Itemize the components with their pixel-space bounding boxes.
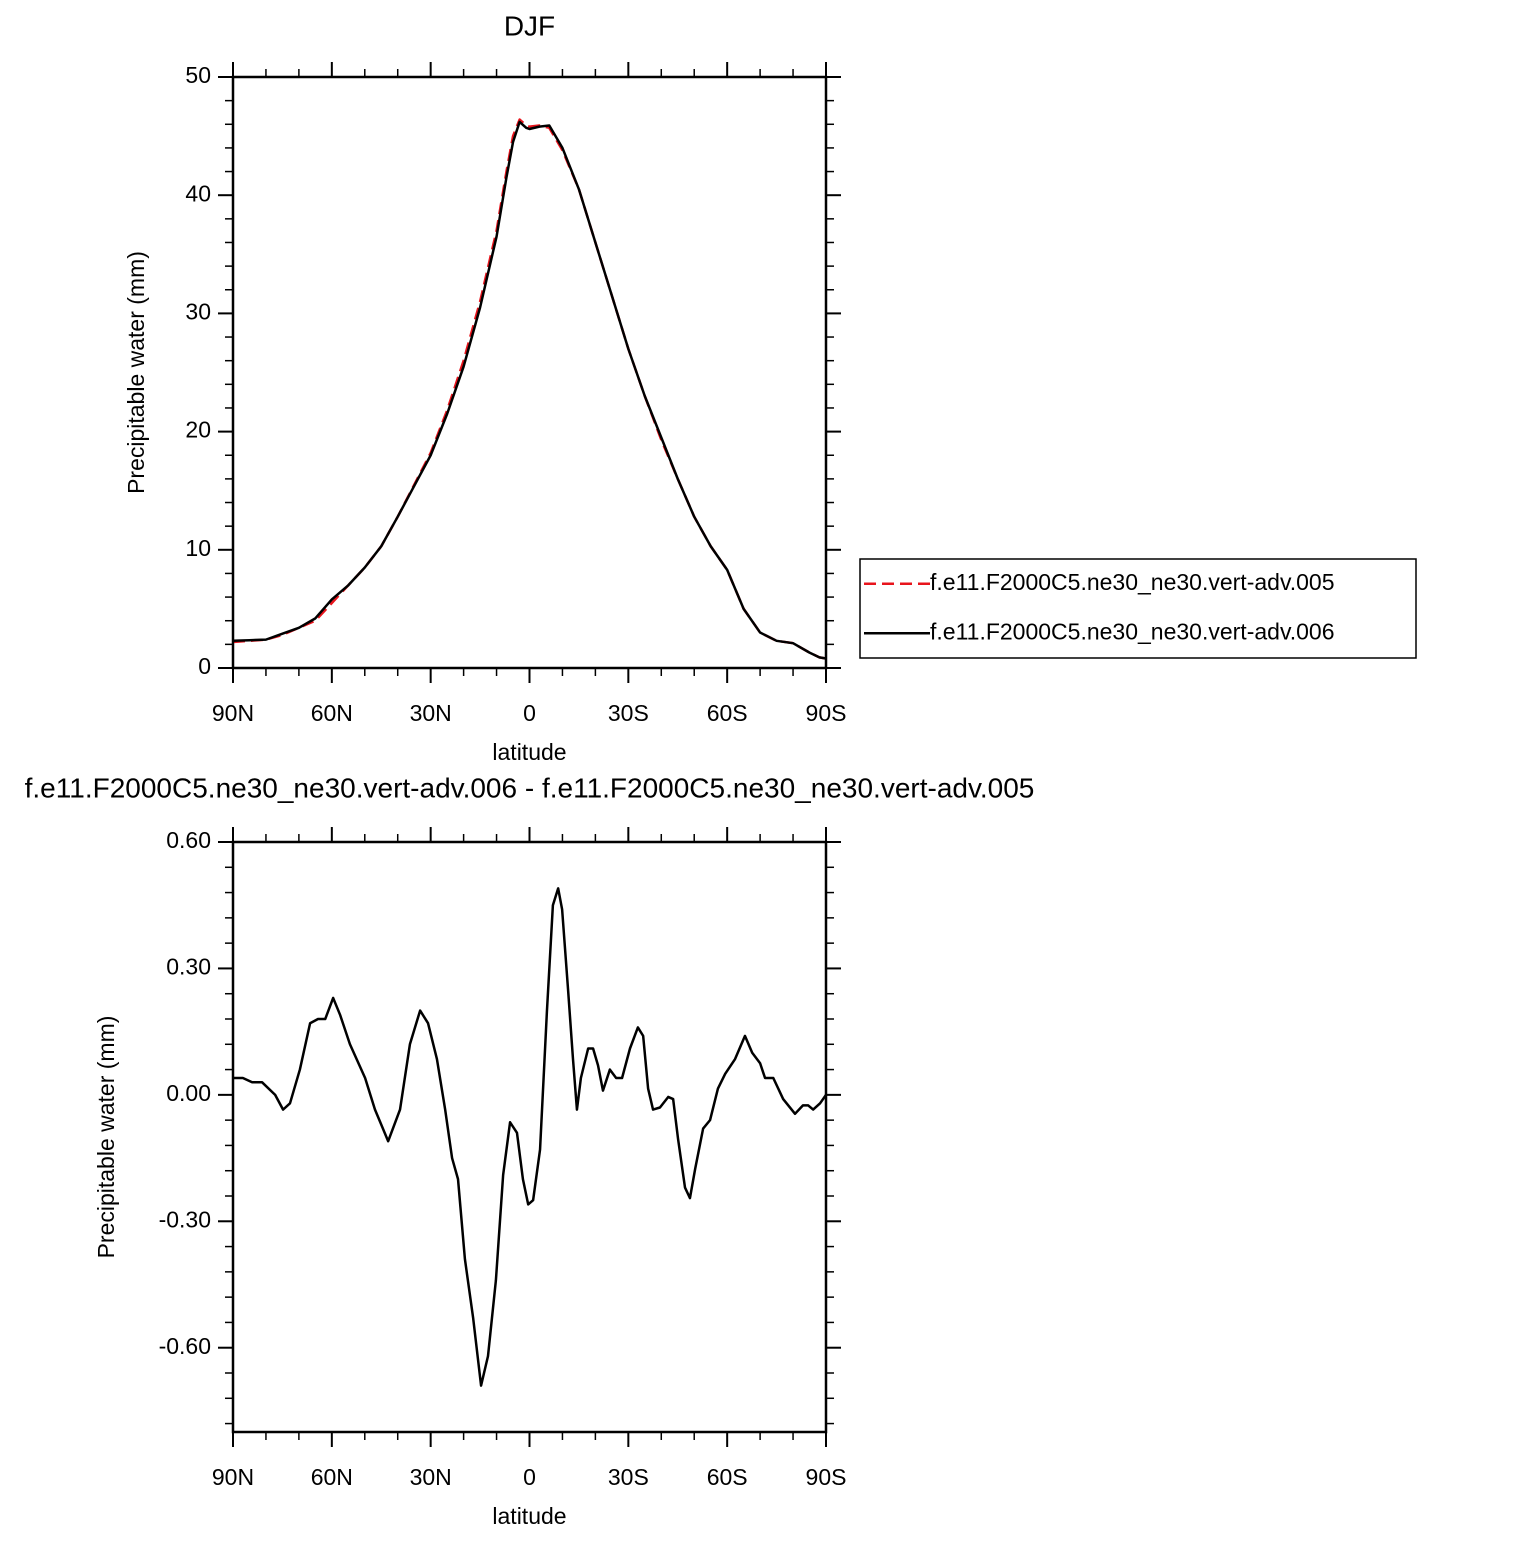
- y-axis-label: Precipitable water (mm): [123, 251, 149, 494]
- y-tick-label: 40: [185, 180, 211, 206]
- legend-label: f.e11.F2000C5.ne30_ne30.vert-adv.005: [930, 569, 1335, 595]
- x-tick-label: 30S: [608, 700, 649, 726]
- y-tick-label: 0.60: [166, 827, 211, 853]
- x-tick-label: 90N: [212, 700, 254, 726]
- x-axis-label: latitude: [492, 739, 566, 765]
- x-tick-label: 60S: [707, 700, 748, 726]
- data-line: [232, 118, 827, 660]
- x-tick-label: 30N: [410, 700, 452, 726]
- x-tick-label: 0: [523, 1464, 536, 1490]
- x-tick-label: 60N: [311, 700, 353, 726]
- data-line: [233, 887, 828, 1387]
- legend-box: [859, 558, 1417, 659]
- y-tick-label: -0.60: [159, 1333, 211, 1359]
- chart-title: DJF: [504, 10, 555, 41]
- plot-frame: [231, 75, 828, 670]
- x-tick-label: 90S: [806, 1464, 847, 1490]
- x-tick-label: 0: [523, 700, 536, 726]
- chart-title: f.e11.F2000C5.ne30_ne30.vert-adv.006 - f…: [25, 772, 1035, 803]
- plot-frame: [231, 840, 828, 1434]
- y-tick-label: 50: [185, 62, 211, 88]
- x-tick-label: 60S: [707, 1464, 748, 1490]
- y-tick-label: 20: [185, 417, 211, 443]
- x-tick-label: 90N: [212, 1464, 254, 1490]
- y-tick-label: 10: [185, 535, 211, 561]
- x-tick-label: 90S: [806, 700, 847, 726]
- y-tick-label: 0.00: [166, 1080, 211, 1106]
- x-tick-label: 60N: [311, 1464, 353, 1490]
- x-tick-label: 30S: [608, 1464, 649, 1490]
- x-tick-label: 30N: [410, 1464, 452, 1490]
- legend-label: f.e11.F2000C5.ne30_ne30.vert-adv.006: [930, 618, 1335, 644]
- y-tick-label: 0: [198, 653, 211, 679]
- y-tick-label: 30: [185, 298, 211, 324]
- y-axis-label: Precipitable water (mm): [93, 1016, 119, 1259]
- x-axis-label: latitude: [492, 1503, 566, 1529]
- y-tick-label: -0.30: [159, 1206, 211, 1232]
- data-line: [232, 120, 827, 660]
- y-tick-label: 0.30: [166, 954, 211, 980]
